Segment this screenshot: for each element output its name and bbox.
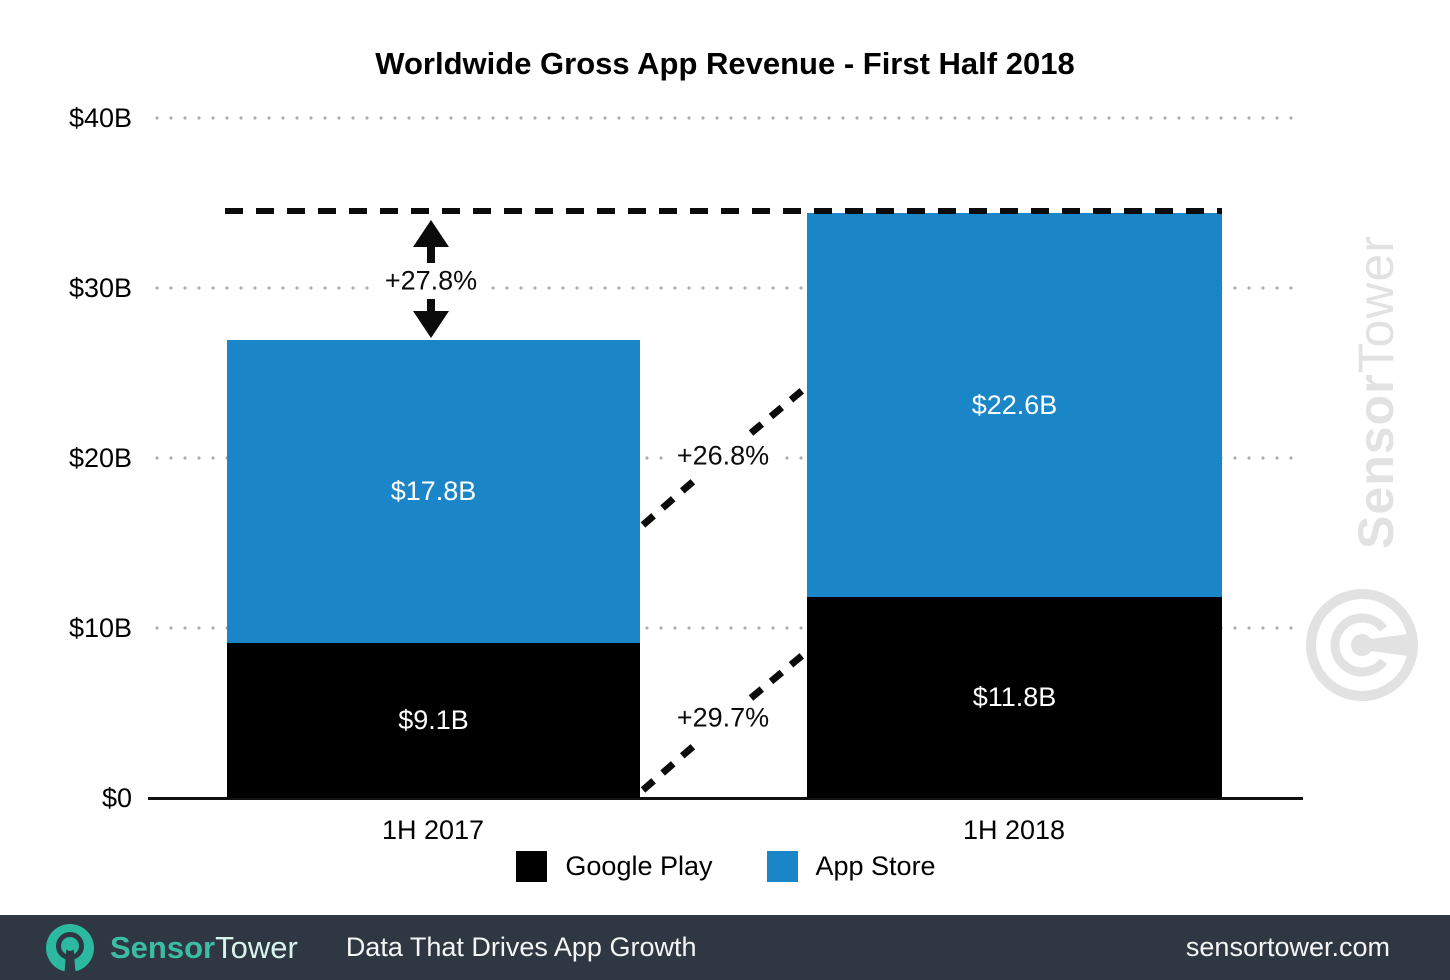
google-play-value-1h2018: $11.8B	[972, 682, 1057, 712]
sensortower-logo-icon	[46, 923, 94, 972]
legend-label-app-store: App Store	[815, 851, 936, 881]
gridline-30b	[150, 286, 1295, 290]
y-axis-tick-20b: $20B	[68, 443, 132, 473]
y-axis-tick-10b: $10B	[68, 613, 132, 643]
app-store-value-1h2018: $22.6B	[971, 389, 1058, 420]
gridline-40b	[150, 116, 1295, 120]
legend-label-google-play: Google Play	[565, 851, 713, 881]
x-axis-line	[148, 797, 1303, 800]
app-store-segment-1h2017: $17.8B	[227, 340, 640, 643]
y-axis-tick-40b: $40B	[68, 103, 132, 133]
footer-bar: SensorTower Data That Drives App Growth …	[0, 915, 1450, 980]
google-play-segment-1h2018: $11.8B	[807, 597, 1222, 798]
watermark-sensortower-logo-icon	[1306, 589, 1418, 701]
watermark-brand-light: Tower	[1348, 235, 1404, 374]
brand-wordmark: SensorTower	[110, 930, 298, 966]
google-play-growth-label: +29.7%	[669, 701, 777, 735]
footer-tagline: Data That Drives App Growth	[345, 932, 697, 962]
google-play-segment-1h2017: $9.1B	[227, 643, 640, 798]
legend-swatch-app-store	[766, 851, 798, 882]
app-store-value-1h2017: $17.8B	[390, 476, 477, 506]
bar-1h-2017: $9.1B $17.8B	[227, 340, 640, 798]
app-store-growth-label: +26.8%	[669, 439, 777, 473]
brand-wordmark-tower: Tower	[215, 929, 298, 965]
app-store-segment-1h2018: $22.6B	[807, 213, 1222, 597]
google-play-value-1h2017: $9.1B	[398, 705, 469, 735]
chart-title: Worldwide Gross App Revenue - First Half…	[375, 46, 1075, 81]
watermark-text: Sensor Tower	[1345, 222, 1407, 562]
footer-website: sensortower.com	[1185, 932, 1390, 962]
gridline-10b	[150, 626, 1295, 630]
x-axis-label-1h2018: 1H 2018	[962, 815, 1066, 845]
legend: Google Play App Store	[0, 851, 1450, 882]
bar-1h-2018: $11.8B $22.6B	[807, 213, 1222, 798]
legend-swatch-google-play	[516, 851, 548, 882]
brand-wordmark-sensor: Sensor	[110, 929, 216, 965]
x-axis-label-1h2017: 1H 2017	[381, 815, 485, 845]
total-growth-label: +27.8%	[377, 264, 485, 298]
y-axis-tick-30b: $30B	[68, 273, 132, 303]
y-axis-tick-0: $0	[101, 783, 132, 813]
watermark-brand-bold: Sensor	[1348, 373, 1404, 549]
